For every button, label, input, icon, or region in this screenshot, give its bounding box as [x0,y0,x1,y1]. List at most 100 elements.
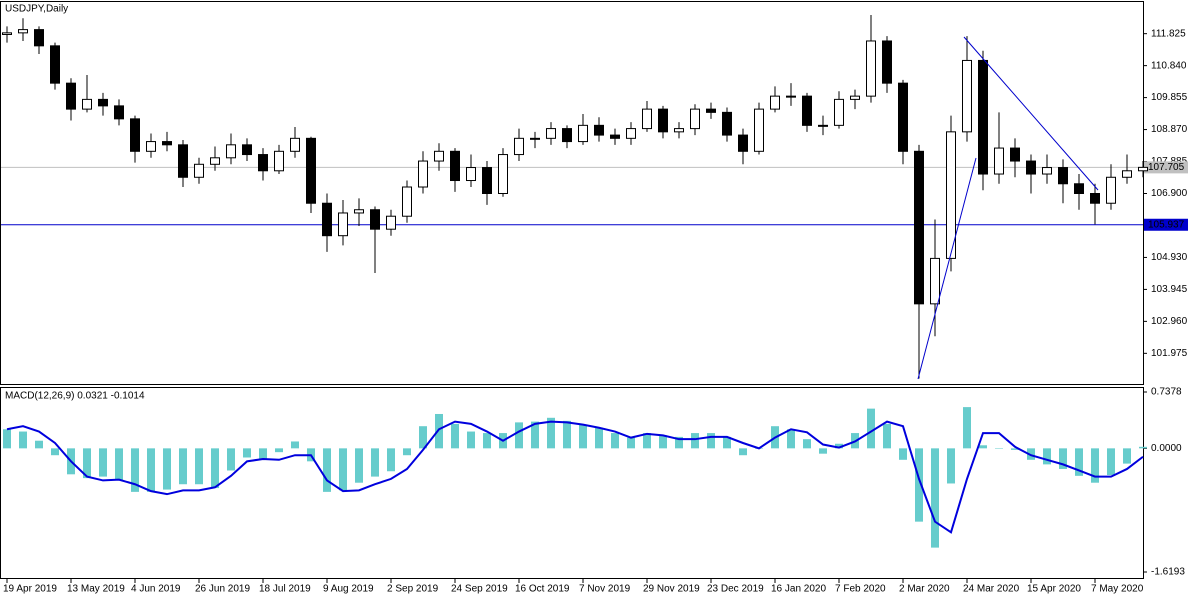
candle-body [514,137,524,156]
histogram-bar [531,421,539,449]
histogram-bar [99,448,107,477]
histogram-bar [931,448,939,548]
candle-body [402,186,412,217]
x-tick-label: 16 Oct 2019 [515,584,570,595]
histogram-bar [819,448,827,454]
histogram-bar [627,437,635,449]
candle-body [258,154,268,172]
histogram-bar [947,448,955,484]
candle-body [34,29,44,47]
candle-body [370,209,380,230]
histogram-bar [355,448,363,483]
candle-body [354,209,364,214]
candle-body [146,141,156,152]
histogram-bar [211,448,219,489]
histogram-bar [707,433,715,449]
candle-body [1138,166,1148,172]
y-tick-label: 106.900 [1151,188,1188,199]
histogram-bar [691,433,699,449]
histogram-bar [1091,448,1099,483]
candle-body [1026,160,1036,175]
candle-body [610,134,620,139]
candle-body [322,202,332,237]
candle-body [1090,193,1100,204]
histogram-bar [547,417,555,449]
histogram-bar [723,436,731,449]
x-tick-label: 15 Apr 2020 [1027,584,1081,595]
histogram-bar [1123,448,1131,464]
candle-body [418,160,428,188]
level-badge [1144,218,1188,231]
candle-body [978,59,988,175]
histogram-bar [899,448,907,460]
x-tick-label: 2 Sep 2019 [387,584,439,595]
candle-body [66,82,76,110]
candle-body [1058,167,1068,185]
histogram-bar [131,448,139,492]
y-tick-label: 0.7378 [1151,387,1182,398]
histogram-bar [1139,446,1147,449]
candle-body [306,137,316,204]
candle-body [642,108,652,130]
histogram-bar [867,408,875,449]
candle-body [1074,183,1084,194]
histogram-bar [323,448,331,492]
histogram-bar [483,433,491,449]
candle-body [18,29,28,34]
y-tick-label: 111.825 [1151,28,1186,39]
x-tick-label: 24 Mar 2020 [963,584,1020,595]
histogram-bar [419,426,427,449]
candle-body [274,150,284,172]
x-tick-label: 7 Feb 2020 [835,584,886,595]
chart-title: USDJPY,Daily [5,4,68,15]
x-tick-label: 19 Apr 2019 [3,584,57,595]
candle-body [1106,176,1116,204]
candle-body [546,128,556,139]
histogram-bar [563,420,571,449]
histogram-bar [963,407,971,449]
candle-body [802,95,812,126]
y-tick-label: 101.975 [1151,348,1188,359]
histogram-bar [915,448,923,522]
candle-body [786,95,796,98]
x-tick-label: 24 Sep 2019 [451,584,508,595]
trend-line [917,157,977,380]
histogram-bar [883,423,891,449]
x-tick-label: 18 Jul 2019 [259,584,311,595]
x-tick-label: 26 Jun 2019 [195,584,250,595]
histogram-bar [371,448,379,477]
candle-body [866,40,876,97]
histogram-bar [451,423,459,449]
histogram-bar [19,431,27,449]
histogram-bar [227,448,235,471]
histogram-bar [1011,448,1019,450]
histogram-bar [1107,448,1115,476]
candle-body [834,98,844,126]
histogram-bar [979,445,987,449]
y-tick-label: 0.0000 [1151,443,1182,454]
histogram-bar [611,433,619,449]
candle-body [482,167,492,194]
y-tick-label: -1.6193 [1151,567,1185,578]
histogram-bar [1043,448,1051,465]
candle-body [674,128,684,133]
candle-body [594,124,604,136]
candle-body [98,98,108,107]
candle-body [242,144,252,156]
candle-body [722,111,732,136]
candle-body [898,82,908,152]
histogram-bar [35,440,43,449]
histogram-bar [1059,448,1067,469]
histogram-bar [739,448,747,456]
signal-line [6,420,1144,534]
x-tick-label: 23 Dec 2019 [707,584,764,595]
histogram-bar [387,448,395,472]
histogram-bar [195,448,203,485]
candle-body [82,98,92,110]
candle-body [962,59,972,133]
candle-body [770,95,780,110]
candle-body [210,157,220,165]
histogram-bar [835,443,843,449]
x-tick-label: 13 May 2019 [67,584,125,595]
